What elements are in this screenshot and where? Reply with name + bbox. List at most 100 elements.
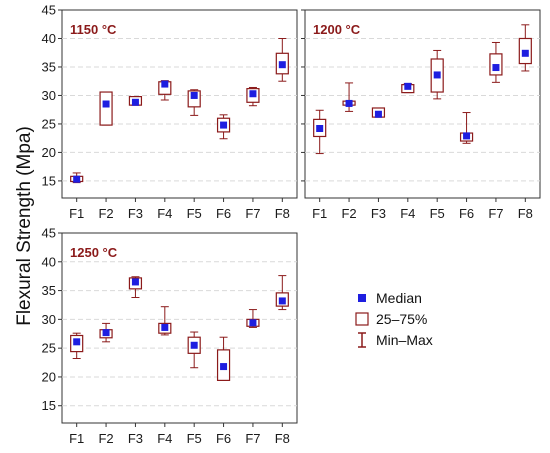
y-tick-label: 20 [42, 369, 56, 384]
panel-1: 15 20 25 30 35 40 45 F1 F2 F3 F4 F5 F6 F7 F8 1150 °C [42, 3, 298, 221]
x-tick-label: F1 [69, 431, 84, 446]
median-marker [249, 90, 257, 98]
box-F3 [128, 95, 143, 106]
panel-title: 1250 °C [70, 245, 118, 260]
median-marker [345, 99, 353, 107]
x-tick-label: F3 [128, 206, 143, 221]
legend: Median 25–75% Min–Max [355, 290, 433, 348]
median-marker [374, 110, 382, 118]
x-tick-label: F4 [157, 431, 172, 446]
median-marker [161, 80, 169, 88]
median-marker [73, 338, 81, 346]
median-marker [278, 297, 286, 305]
box-F6 [459, 112, 474, 144]
x-tick-label: F5 [187, 431, 202, 446]
legend-label: 25–75% [376, 311, 427, 327]
x-tick-label: F2 [341, 206, 356, 221]
box-F8 [518, 24, 532, 72]
y-tick-label: 25 [42, 341, 56, 356]
box-F2 [342, 82, 356, 112]
box-F8 [275, 37, 289, 82]
box-F4 [401, 82, 415, 94]
y-tick-label: 45 [42, 3, 56, 18]
panel-2: F1 F2 F3 F4 F5 F6 F7 F8 1200 °C [301, 9, 541, 221]
box-F4 [158, 306, 172, 336]
x-tick-label: F4 [157, 206, 172, 221]
median-marker [463, 132, 471, 140]
y-tick-label: 35 [42, 59, 56, 74]
box-F5 [430, 49, 444, 100]
x-tick-label: F2 [98, 206, 113, 221]
box-F1 [70, 332, 84, 360]
legend-label: Min–Max [376, 332, 433, 348]
box-F3 [128, 276, 143, 298]
median-marker [404, 82, 412, 90]
legend-median-icon [358, 294, 366, 302]
y-axis-title: Flexural Strength (Mpa) [14, 126, 35, 326]
plot-frame [61, 232, 298, 424]
y-tick-label: 40 [42, 254, 56, 269]
legend-item-whisker: Min–Max [358, 332, 433, 348]
box-F2 [99, 91, 113, 126]
x-tick-label: F7 [488, 206, 503, 221]
median-marker [521, 49, 529, 57]
box-F5 [187, 89, 201, 116]
median-marker [220, 121, 228, 129]
x-tick-label: F5 [430, 206, 445, 221]
panel-title: 1150 °C [70, 22, 117, 37]
box-F6 [216, 114, 231, 140]
box-F4 [158, 80, 172, 101]
y-tick-label: 20 [42, 145, 56, 160]
median-marker [102, 100, 110, 108]
median-marker [190, 341, 198, 349]
x-tick-label: F1 [69, 206, 84, 221]
box-F5 [187, 331, 201, 369]
box-F7 [246, 309, 260, 328]
y-tick-label: 45 [42, 226, 56, 241]
x-tick-label: F4 [400, 206, 415, 221]
x-tick-label: F5 [187, 206, 202, 221]
box-F1 [313, 109, 327, 155]
x-tick-label: F3 [128, 431, 143, 446]
box-F6 [216, 336, 231, 381]
x-tick-label: F8 [518, 206, 533, 221]
box-F8 [275, 275, 289, 311]
box-F2 [99, 322, 113, 343]
median-marker [161, 323, 169, 331]
y-tick-label: 40 [42, 31, 56, 46]
median-marker [278, 61, 286, 69]
y-tick-label: 30 [42, 88, 56, 103]
x-tick-label: F6 [216, 206, 231, 221]
box-F1 [70, 172, 84, 184]
legend-item-box: 25–75% [355, 311, 427, 327]
median-marker [249, 319, 257, 327]
x-tick-label: F6 [216, 431, 231, 446]
median-marker [220, 363, 228, 371]
x-tick-label: F3 [371, 206, 386, 221]
box-F7 [246, 86, 260, 107]
median-marker [433, 71, 441, 79]
x-tick-label: F1 [312, 206, 327, 221]
x-tick-label: F8 [275, 206, 290, 221]
median-marker [102, 329, 110, 337]
box-F3 [371, 107, 386, 118]
panel-title: 1200 °C [313, 22, 361, 37]
median-marker [131, 278, 139, 286]
y-tick-label: 30 [42, 312, 56, 327]
legend-box-icon [355, 312, 369, 326]
y-tick-label: 35 [42, 283, 56, 298]
median-marker [190, 91, 198, 99]
x-tick-label: F7 [245, 431, 260, 446]
panel-3: 15 20 25 30 35 40 45 F1 F2 F3 F4 F5 F6 F7 F8 1250 °C [42, 226, 298, 446]
median-marker [316, 124, 324, 132]
legend-label: Median [376, 290, 422, 306]
y-tick-label: 15 [42, 173, 56, 188]
x-tick-label: F6 [459, 206, 474, 221]
iqr-box [99, 91, 113, 126]
box-F7 [489, 41, 503, 83]
median-marker [131, 98, 139, 106]
x-tick-label: F2 [98, 431, 113, 446]
y-tick-label: 15 [42, 398, 56, 413]
